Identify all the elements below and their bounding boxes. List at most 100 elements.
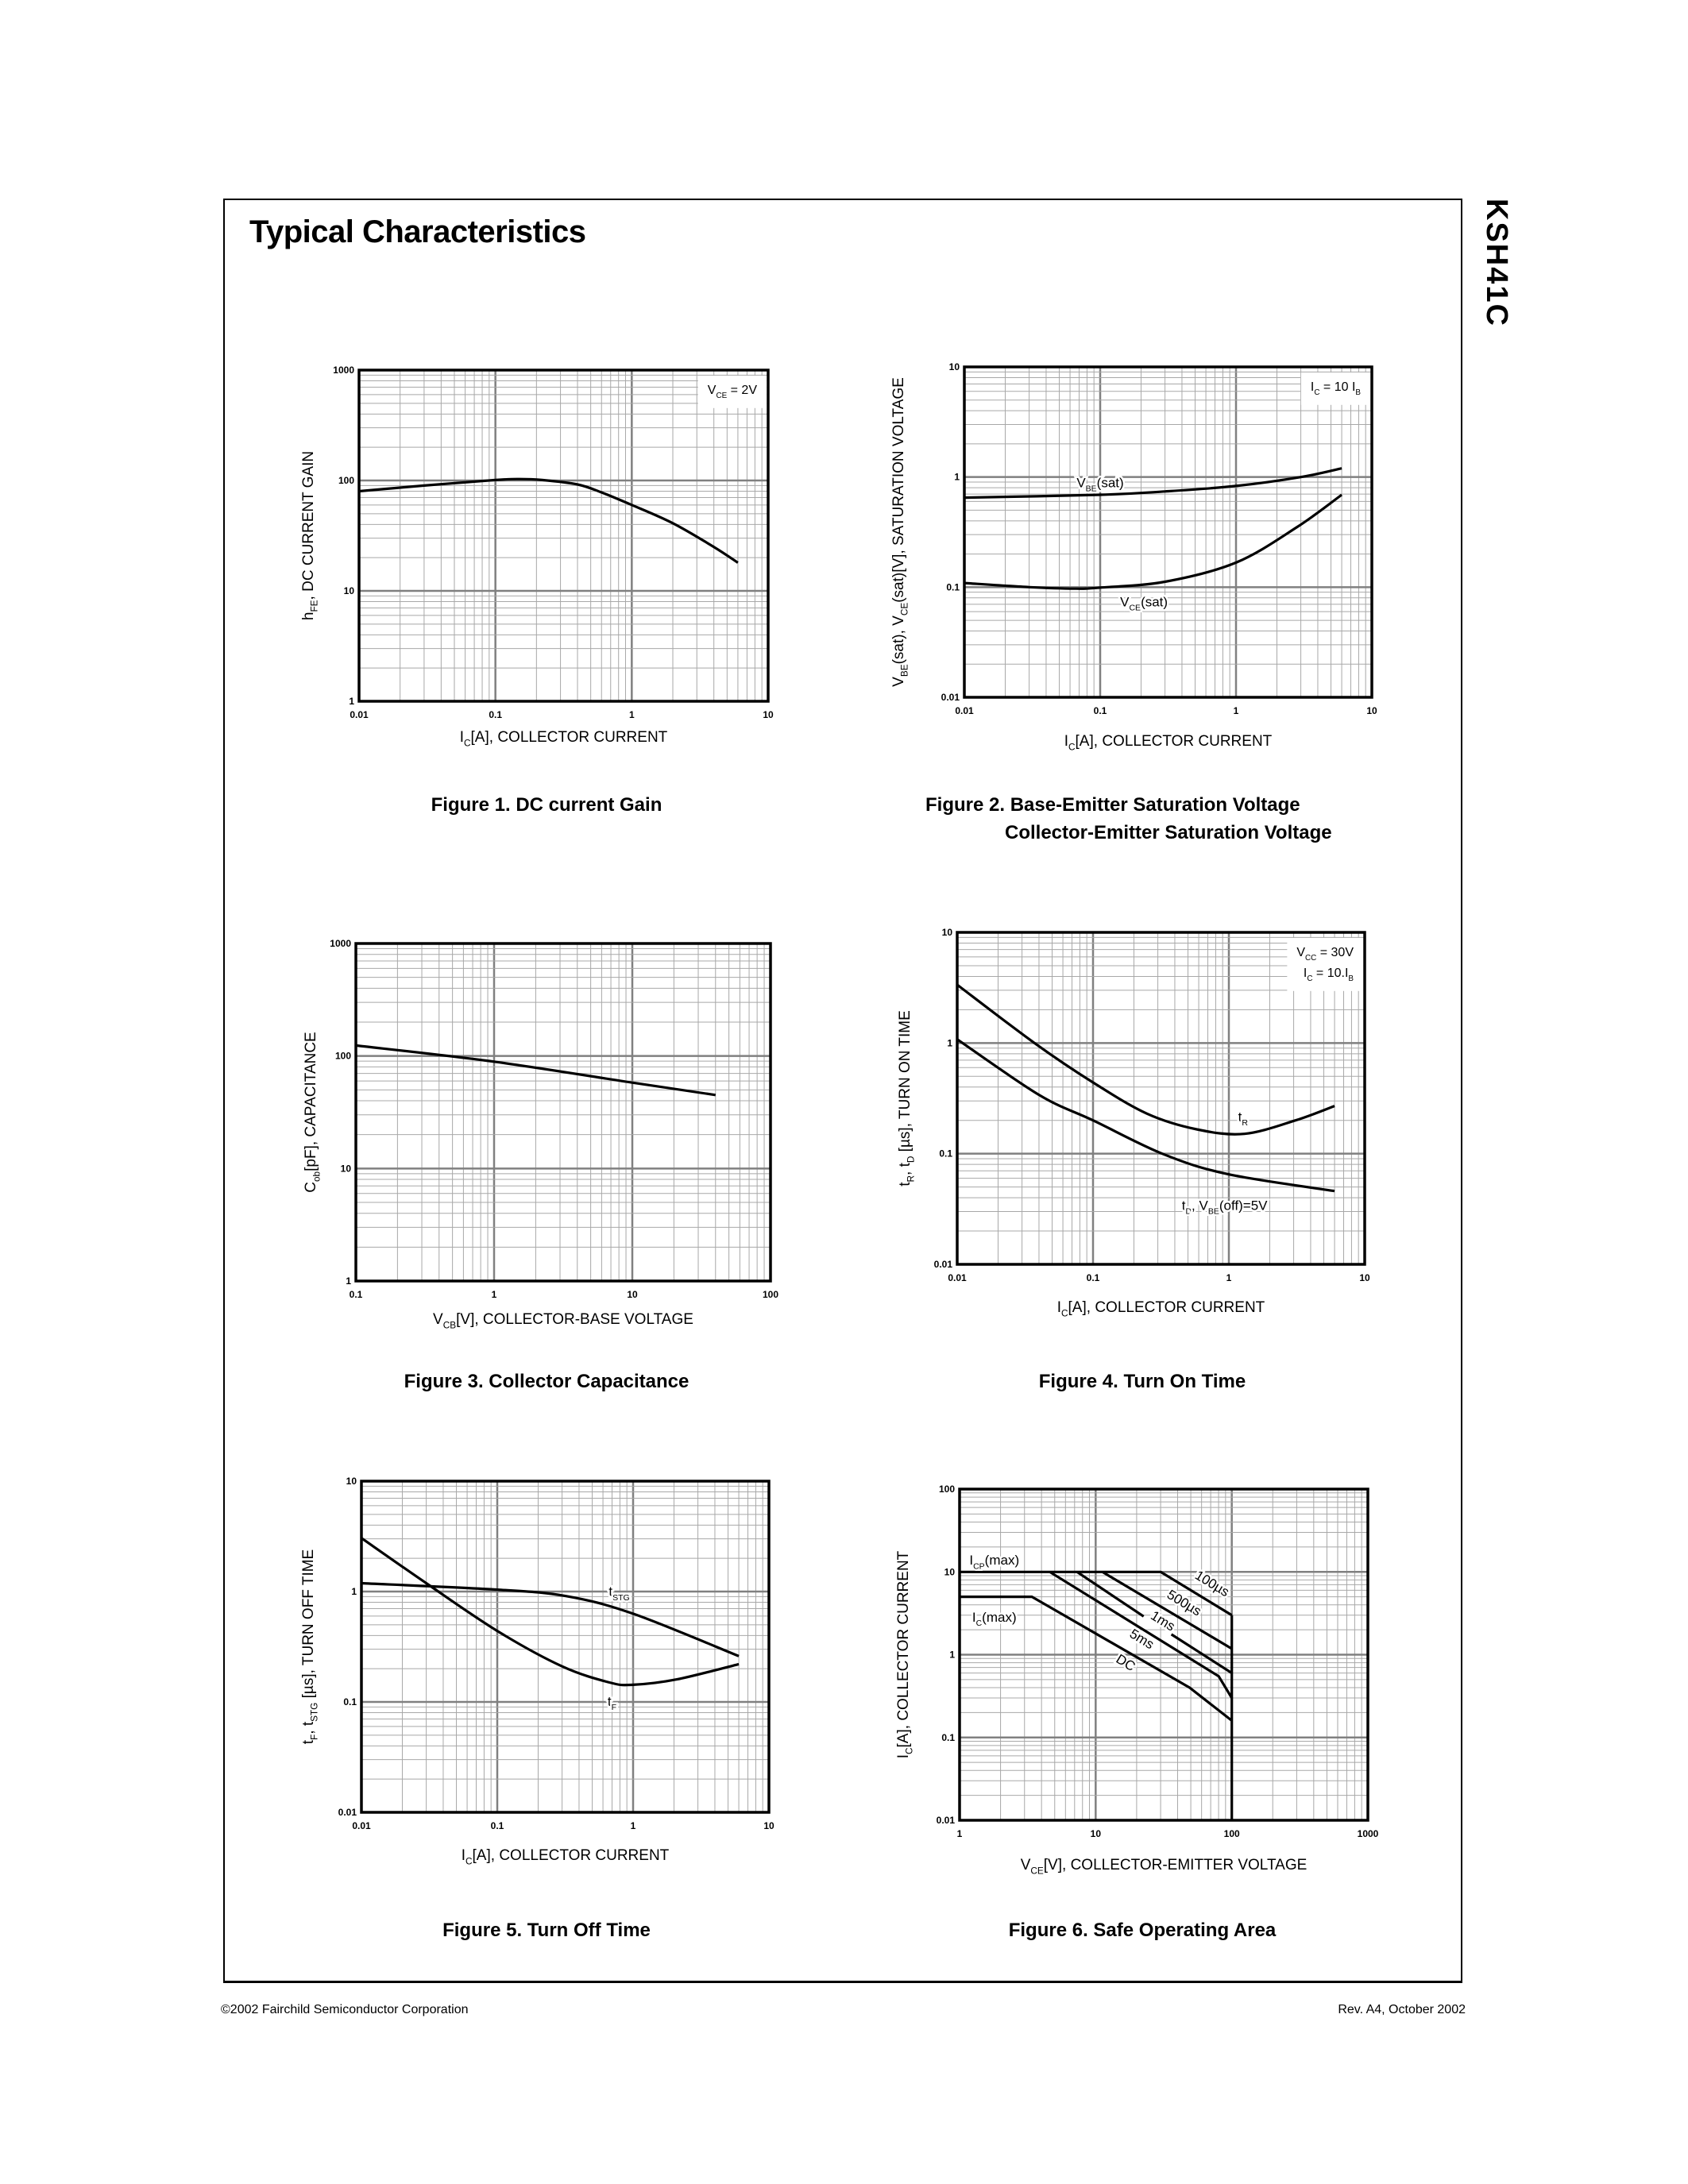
curve-label: VBE(sat) <box>1076 475 1123 493</box>
x-axis-label: VCB[V], COLLECTOR-BASE VOLTAGE <box>433 1311 693 1331</box>
text-part: , V <box>1192 1198 1208 1214</box>
subscript: C <box>1307 974 1312 983</box>
y-tick-label: 1 <box>954 472 960 483</box>
x-tick-label: 1 <box>1226 1272 1232 1283</box>
plot-frame <box>354 942 772 1283</box>
text-part: V <box>433 1311 443 1328</box>
x-tick-label: 10 <box>1091 1828 1102 1839</box>
text-part: t <box>1182 1198 1186 1214</box>
x-tick-label: 1 <box>629 709 635 720</box>
part-number-label: KSH41C <box>1480 199 1513 327</box>
text-part: (sat)[V], SATURATION VOLTAGE <box>890 377 907 603</box>
subscript: C <box>976 1619 983 1628</box>
subscript: D <box>1185 1207 1192 1217</box>
y-tick-label: 1 <box>346 1275 351 1287</box>
text-part: [A], COLLECTOR CURRENT <box>471 729 668 746</box>
subscript: BE <box>1208 1207 1219 1217</box>
text-part: t <box>300 1739 317 1744</box>
y-tick-label: 0.1 <box>946 581 960 592</box>
text-part: I <box>460 729 464 746</box>
series-line-500s <box>1101 1570 1233 1650</box>
y-tick-label: 10 <box>346 1476 357 1487</box>
x-axis-label: VCE[V], COLLECTOR-EMITTER VOLTAGE <box>1021 1857 1308 1877</box>
text-part: = 30V <box>1316 946 1354 959</box>
subscript: CE <box>899 603 910 616</box>
x-tick-label: 0.1 <box>489 709 502 720</box>
figure-3-caption: Figure 3. Collector Capacitance <box>404 1371 689 1392</box>
series-line-100s <box>960 1570 1233 1617</box>
text-part: I <box>895 1754 912 1758</box>
y-tick-label: 0.1 <box>939 1148 952 1160</box>
series-line-5ms <box>1049 1570 1234 1699</box>
text-part: t <box>897 1182 914 1187</box>
x-tick-label: 10 <box>763 709 774 720</box>
x-tick-label: 100 <box>1224 1828 1240 1839</box>
y-tick-label: 1 <box>351 1586 357 1597</box>
text-part: , t <box>300 1721 317 1734</box>
curve-label: tD, VBE(off)=5V <box>1182 1198 1268 1217</box>
conditions-box: VCE = 2V <box>697 376 767 408</box>
subscript: C <box>465 1856 473 1867</box>
condition-text: VCC = 30V <box>1296 946 1354 963</box>
subscript: B <box>1348 974 1354 983</box>
subscript: CB <box>443 1320 457 1331</box>
y-axis-label: IC[A], COLLECTOR CURRENT <box>895 1550 915 1758</box>
text-part: h <box>300 612 317 621</box>
text-part: t <box>1238 1109 1242 1125</box>
y-tick-label: 1000 <box>333 365 354 376</box>
footer-copyright: ©2002 Fairchild Semiconductor Corporatio… <box>221 2003 469 2016</box>
text-part: t <box>608 1694 612 1709</box>
figure-2-caption-line-1: Figure 2. Base-Emitter Saturation Voltag… <box>925 794 1300 816</box>
series-line-vbesat <box>964 467 1342 500</box>
y-tick-label: 0.1 <box>941 1732 955 1743</box>
curve-label: ICP(max) <box>969 1553 1019 1571</box>
series-line-1ms <box>1076 1570 1145 1618</box>
figure-2-caption-line-2: Collector-Emitter Saturation Voltage <box>1005 822 1332 843</box>
y-tick-label: 1 <box>349 696 354 707</box>
x-tick-label: 1 <box>631 1820 636 1831</box>
x-tick-label: 100 <box>763 1289 778 1300</box>
x-tick-label: 0.01 <box>352 1820 371 1831</box>
condition-text: IC = 10.IB <box>1304 967 1354 983</box>
y-tick-label: 10 <box>949 361 960 372</box>
plot-frame <box>357 369 770 703</box>
x-tick-label: 1 <box>492 1289 497 1300</box>
x-tick-label: 0.01 <box>350 709 369 720</box>
subscript: CP <box>973 1561 985 1571</box>
y-axis-label: VBE(sat), VCE(sat)[V], SATURATION VOLTAG… <box>890 377 910 687</box>
text-part: (max) <box>985 1553 1019 1568</box>
plot-frame <box>956 931 1366 1266</box>
grid <box>356 943 771 1281</box>
plot-frame <box>963 365 1373 699</box>
text-part: V <box>708 384 717 397</box>
y-tick-label: 100 <box>939 1484 955 1495</box>
subscript: F <box>309 1734 320 1740</box>
figure-1-caption: Figure 1. DC current Gain <box>431 794 662 816</box>
text-part: (sat) <box>1141 594 1168 609</box>
text-part: [µs], TURN OFF TIME <box>300 1549 317 1703</box>
chart-svg: 0.1 1 10 100 1 10 100 1000 VCB[V], COLLECTOR-BAS… <box>303 938 778 1331</box>
subscript: STG <box>612 1593 630 1603</box>
y-tick-label: 0.1 <box>343 1696 357 1707</box>
subscript: BE <box>1086 484 1097 493</box>
text-part: (sat), V <box>890 615 907 665</box>
series-line-1ms <box>1170 1633 1233 1674</box>
grid <box>359 370 768 701</box>
y-tick-label: 10 <box>341 1163 352 1174</box>
curve-label: tF <box>608 1694 616 1712</box>
subscript: B <box>1355 388 1361 397</box>
figure-5-caption: Figure 5. Turn Off Time <box>442 1920 651 1941</box>
y-tick-label: 0.01 <box>941 692 960 703</box>
figure-5-turn-off-time-chart: tSTG tF 0.01 0.1 1 10 0.01 0.1 1 10 IC[A], COLLECT… <box>300 1476 774 1867</box>
text-part: [A], COLLECTOR CURRENT <box>1076 733 1273 750</box>
subscript: CE <box>716 392 727 400</box>
series-line-tf <box>361 1537 740 1687</box>
page-frame <box>223 199 1462 1983</box>
x-tick-label: 10 <box>1366 705 1377 716</box>
subscript: FE <box>309 600 320 612</box>
page-title: Typical Characteristics <box>249 214 586 249</box>
condition-text: IC = 10 IB <box>1311 380 1362 397</box>
x-tick-label: 10 <box>763 1820 774 1831</box>
x-tick-label: 1000 <box>1358 1828 1379 1839</box>
x-axis-label: IC[A], COLLECTOR CURRENT <box>1057 1299 1265 1319</box>
